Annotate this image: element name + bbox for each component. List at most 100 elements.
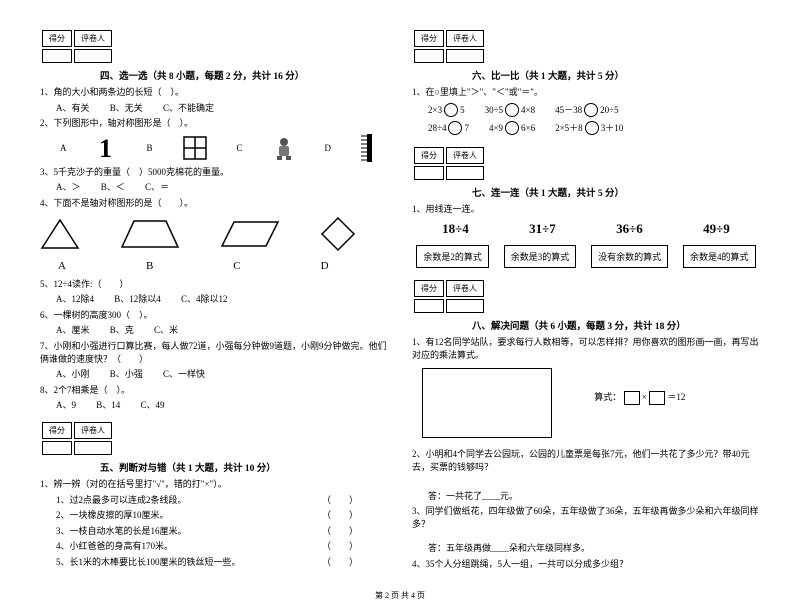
e1: 18÷4	[442, 221, 469, 237]
c4b: 7	[464, 123, 469, 133]
person-icon	[273, 135, 295, 161]
q4-7-opts: A、小刚 B、小强 C、一样快	[56, 368, 388, 381]
formula-label: 算式：	[594, 392, 621, 402]
opt-b: B、克	[110, 325, 134, 335]
opt-b: B、＜	[101, 182, 125, 192]
q4-1-opts: A、有关 B、无关 C、不能确定	[56, 102, 388, 115]
number-one-icon: 1	[97, 135, 117, 161]
circle-icon	[585, 121, 599, 135]
page-root: 得分 评卷人 四、选一选（共 8 小题，每题 2 分，共计 16 分） 1、角的…	[0, 0, 800, 586]
eq-text: ＝12	[667, 392, 685, 402]
opt-b: B、无关	[110, 103, 143, 113]
paren: （ ）	[322, 494, 358, 507]
cmp3: 45－3820÷5	[555, 103, 618, 117]
blank-box-icon	[624, 391, 640, 405]
e3: 36÷6	[616, 221, 643, 237]
q4-5: 5、12÷4读作:（ ）	[40, 278, 388, 291]
connect-expressions: 18÷4 31÷7 36÷6 49÷9	[412, 221, 760, 237]
c3a: 45－38	[555, 103, 582, 116]
q4-8-opts: A、9 B、14 C、49	[56, 399, 388, 412]
c4a: 28÷4	[428, 123, 446, 133]
c6b: 3＋10	[601, 121, 624, 134]
opt-a: A、厘米	[56, 325, 90, 335]
c5a: 4×9	[489, 123, 503, 133]
circle-icon	[505, 121, 519, 135]
opt-a: A、有关	[56, 103, 90, 113]
score-label: 得分	[414, 147, 444, 164]
formula: 算式： × ＝12	[594, 390, 685, 405]
lab-d: D	[321, 260, 329, 272]
cmp2: 30÷54×8	[485, 103, 536, 117]
score-label: 得分	[414, 30, 444, 47]
score-box-4: 得分 评卷人	[40, 28, 388, 65]
j5-text: 5、长1米的木棒要比长100厘米的铁丝短一些。	[56, 556, 241, 569]
opt-a: A、小刚	[56, 369, 90, 379]
lab-d: D	[325, 143, 332, 153]
q4-4-labels: A B C D	[58, 258, 388, 272]
sec6-title: 六、比一比（共 1 大题，共计 5 分）	[472, 68, 760, 82]
paren: （ ）	[322, 540, 358, 553]
box4: 余数是4的算式	[683, 245, 756, 268]
cmp5: 4×9 6×6	[489, 121, 535, 135]
q8-3-ans: 答：五年级再做____朵和六年级同样多。	[428, 542, 760, 555]
j3-text: 3、一枝自动水笔的长是16厘米。	[56, 525, 187, 538]
cmp4: 28÷4 7	[428, 121, 469, 135]
opt-a: A、＞	[56, 182, 81, 192]
opt-c: C、4除以12	[181, 294, 228, 304]
q4-4: 4、下面不是轴对称图形的是（ ）。	[40, 197, 388, 210]
q4-6-opts: A、厘米 B、克 C、米	[56, 324, 388, 337]
right-column: 得分 评卷人 六、比一比（共 1 大题，共计 5 分） 1、在○里填上"＞"、"…	[412, 28, 760, 574]
score-label: 得分	[414, 280, 444, 297]
sec6-intro: 1、在○里填上"＞"、"＜"或"＝"。	[412, 86, 760, 99]
q8-4: 4、35个人分组跳绳，5人一组，一共可以分成多少组？	[412, 558, 760, 571]
score-label: 得分	[42, 30, 72, 47]
sec5-title: 五、判断对与错（共 1 大题，共计 10 分）	[100, 460, 388, 474]
c5b: 6×6	[521, 123, 535, 133]
circle-icon	[505, 103, 519, 117]
sec7-title: 七、连一连（共 1 大题，共计 5 分）	[472, 185, 760, 199]
grader-label: 评卷人	[446, 280, 484, 297]
j3: 3、一枝自动水笔的长是16厘米。 （ ）	[56, 525, 388, 538]
sec4-title: 四、选一选（共 8 小题，每题 2 分，共计 16 分）	[100, 68, 388, 82]
paren: （ ）	[322, 525, 358, 538]
grid-square-icon	[183, 136, 207, 160]
j4: 4、小红爸爸的身高有170米。 （ ）	[56, 540, 388, 553]
grader-label: 评卷人	[74, 30, 112, 47]
q4-8: 8、2个7相乘是（ ）。	[40, 384, 388, 397]
c6a: 2×5＋8	[555, 121, 583, 134]
sec8-title: 八、解决问题（共 6 小题，每题 3 分，共计 18 分）	[472, 318, 760, 332]
j4-text: 4、小红爸爸的身高有170米。	[56, 540, 173, 553]
shape-triangle	[40, 218, 80, 250]
svg-text:1: 1	[99, 135, 112, 161]
e2: 31÷7	[529, 221, 556, 237]
circle-icon	[444, 103, 458, 117]
q4-4-shapes	[40, 216, 388, 252]
opt-c: C、一样快	[163, 369, 205, 379]
score-box-5: 得分 评卷人	[40, 420, 388, 457]
shape-trapezoid	[120, 219, 180, 249]
box1: 余数是2的算式	[416, 245, 489, 268]
q4-5-opts: A、12除4 B、12除以4 C、4除以12	[56, 293, 388, 306]
opt-b: B、小强	[110, 369, 143, 379]
lab-b: B	[147, 143, 153, 153]
opt-c: C、49	[141, 400, 165, 410]
c2b: 4×8	[521, 105, 535, 115]
score-box-7: 得分 评卷人	[412, 145, 760, 182]
e4: 49÷9	[703, 221, 730, 237]
score-box-6: 得分 评卷人	[412, 28, 760, 65]
box3: 没有余数的算式	[591, 245, 668, 268]
opt-c: C、＝	[145, 182, 169, 192]
q4-3: 3、5千克沙子的重量（ ）5000克棉花的重量。	[40, 166, 388, 179]
score-box-8: 得分 评卷人	[412, 278, 760, 315]
page-footer: 第 2 页 共 4 页	[0, 590, 800, 601]
drawing-area	[422, 368, 552, 438]
score-label: 得分	[42, 422, 72, 439]
q4-7: 7、小刚和小强进行口算比赛，每人做72道，小强每分钟做9道题，小刚9分钟做完。他…	[40, 340, 388, 365]
left-column: 得分 评卷人 四、选一选（共 8 小题，每题 2 分，共计 16 分） 1、角的…	[40, 28, 388, 574]
box2: 余数是3的算式	[504, 245, 577, 268]
lab-a: A	[58, 260, 66, 272]
circle-icon	[448, 121, 462, 135]
opt-b: B、14	[96, 400, 120, 410]
q8-3: 3、同学们做纸花，四年级做了60朵，五年级做了36朵，五年级再做多少朵和六年级同…	[412, 505, 760, 530]
opt-c: C、米	[154, 325, 178, 335]
